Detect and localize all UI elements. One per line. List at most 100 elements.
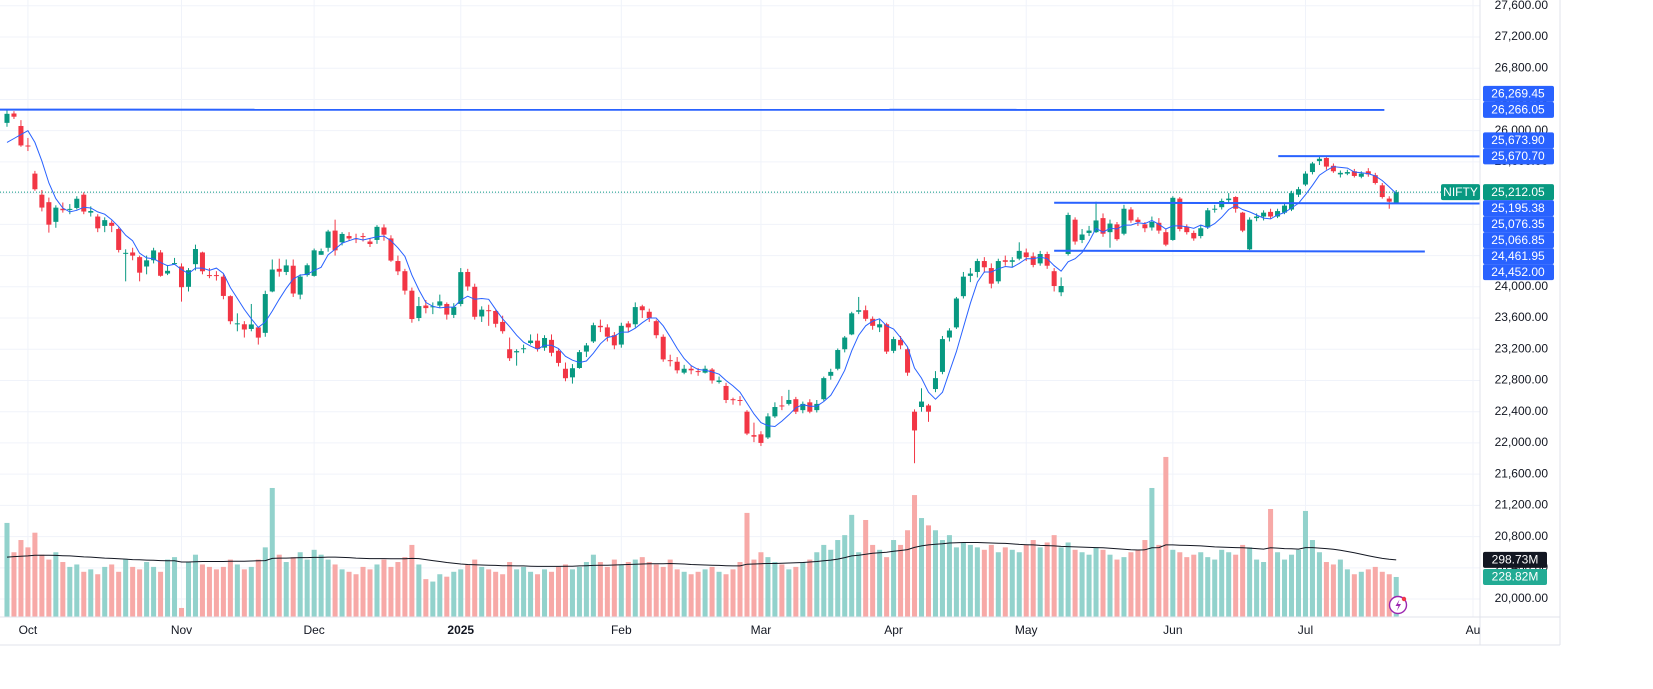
volume-bar bbox=[653, 564, 659, 617]
volume-label: 298.73M bbox=[1492, 553, 1539, 567]
candle-body bbox=[402, 271, 408, 291]
symbol-tag: NIFTY bbox=[1443, 185, 1478, 199]
volume-bar bbox=[318, 554, 324, 617]
volume-bar bbox=[11, 552, 17, 617]
volume-bar bbox=[130, 566, 136, 617]
candle-body bbox=[311, 250, 317, 276]
volume-bar bbox=[702, 569, 708, 617]
price-label: 26,266.05 bbox=[1491, 103, 1545, 117]
candle-body bbox=[618, 325, 624, 345]
candle-body bbox=[653, 321, 659, 336]
y-tick-label: 23,600.00 bbox=[1495, 310, 1549, 324]
candle-body bbox=[11, 113, 17, 117]
volume-bar bbox=[297, 552, 303, 617]
volume-bar bbox=[1282, 559, 1288, 617]
candle-body bbox=[730, 399, 736, 401]
volume-bar bbox=[4, 522, 10, 617]
volume-bar bbox=[1219, 549, 1225, 617]
volume-bar bbox=[1142, 540, 1148, 617]
price-label-box bbox=[1483, 232, 1554, 249]
x-tick-label: Au bbox=[1466, 623, 1481, 637]
volume-bar bbox=[1093, 547, 1099, 617]
candle-body bbox=[548, 339, 555, 353]
volume-bar bbox=[276, 554, 282, 617]
volume-bar bbox=[1316, 552, 1322, 617]
candle-body bbox=[737, 399, 743, 401]
volume-bar bbox=[1268, 508, 1274, 617]
volume-label-box bbox=[1483, 568, 1547, 585]
candle-body bbox=[604, 327, 610, 337]
volume-bar bbox=[1170, 549, 1176, 617]
volume-bar bbox=[1323, 562, 1329, 617]
y-tick-label: 27,600.00 bbox=[1495, 0, 1549, 12]
candle-body bbox=[339, 233, 345, 243]
candle-body bbox=[1128, 209, 1134, 221]
volume-bar bbox=[535, 574, 541, 617]
candle-body bbox=[1156, 222, 1162, 231]
volume-bar bbox=[1156, 544, 1162, 617]
volume-bar bbox=[967, 544, 973, 617]
candle-body bbox=[360, 236, 366, 238]
volume-bar bbox=[995, 552, 1001, 617]
candle-body bbox=[535, 340, 541, 350]
candle-body bbox=[1149, 222, 1155, 228]
volume-bar bbox=[1016, 552, 1022, 617]
volume-bar bbox=[60, 562, 66, 617]
level-line bbox=[1054, 201, 1480, 205]
price-label-box bbox=[1483, 200, 1554, 217]
candle-body bbox=[912, 411, 918, 431]
candle-body bbox=[946, 330, 952, 338]
volume-bar bbox=[800, 562, 806, 617]
candle-body bbox=[67, 208, 73, 210]
candle-body bbox=[1079, 234, 1085, 240]
volume-bar bbox=[409, 544, 415, 617]
candle-body bbox=[304, 265, 310, 276]
volume-bar bbox=[1302, 510, 1308, 617]
volume-bar bbox=[583, 562, 589, 617]
candle-body bbox=[716, 380, 722, 383]
volume-bar bbox=[597, 562, 603, 617]
candle-body bbox=[639, 306, 645, 311]
candle-body bbox=[158, 252, 164, 276]
volume-bar bbox=[723, 574, 729, 617]
volume-bar bbox=[1149, 487, 1155, 617]
volume-bar bbox=[918, 518, 925, 617]
candle-body bbox=[1044, 254, 1050, 266]
volume-bar bbox=[444, 576, 450, 617]
volume-bar bbox=[1114, 559, 1120, 617]
volume-bar bbox=[1107, 554, 1113, 617]
candle-body bbox=[835, 350, 841, 369]
volume-bar bbox=[528, 571, 534, 617]
candle-body bbox=[46, 202, 52, 225]
volume-bar bbox=[1184, 557, 1190, 617]
volume-bar bbox=[458, 569, 464, 617]
candle-body bbox=[88, 211, 94, 213]
candle-body bbox=[981, 261, 987, 268]
candle-body bbox=[988, 268, 994, 284]
candle-body bbox=[1282, 205, 1288, 213]
candle-body bbox=[102, 220, 108, 226]
volume-bar bbox=[227, 559, 233, 617]
volume-bar bbox=[807, 559, 813, 617]
volume-bar bbox=[158, 571, 164, 617]
candle-body bbox=[1100, 218, 1106, 234]
volume-bar bbox=[1254, 559, 1260, 617]
price-label-box bbox=[1483, 148, 1554, 165]
price-label-box bbox=[1483, 132, 1554, 149]
volume-bar bbox=[1226, 552, 1232, 617]
volume-bar bbox=[109, 564, 115, 617]
price-label: 25,673.90 bbox=[1491, 133, 1545, 147]
volume-bar bbox=[1288, 554, 1295, 617]
candle-body bbox=[1184, 226, 1190, 233]
candle-body bbox=[1177, 198, 1183, 230]
volume-bar bbox=[604, 566, 610, 617]
candle-body bbox=[939, 339, 945, 372]
replay-icon[interactable] bbox=[1388, 595, 1408, 615]
candle-body bbox=[234, 323, 240, 325]
candle-body bbox=[206, 275, 212, 277]
volume-bar bbox=[870, 544, 876, 617]
y-tick-label: 22,800.00 bbox=[1495, 373, 1549, 387]
volume-bar bbox=[1044, 542, 1050, 617]
candle-body bbox=[151, 250, 157, 261]
price-label: 25,195.38 bbox=[1491, 201, 1545, 215]
